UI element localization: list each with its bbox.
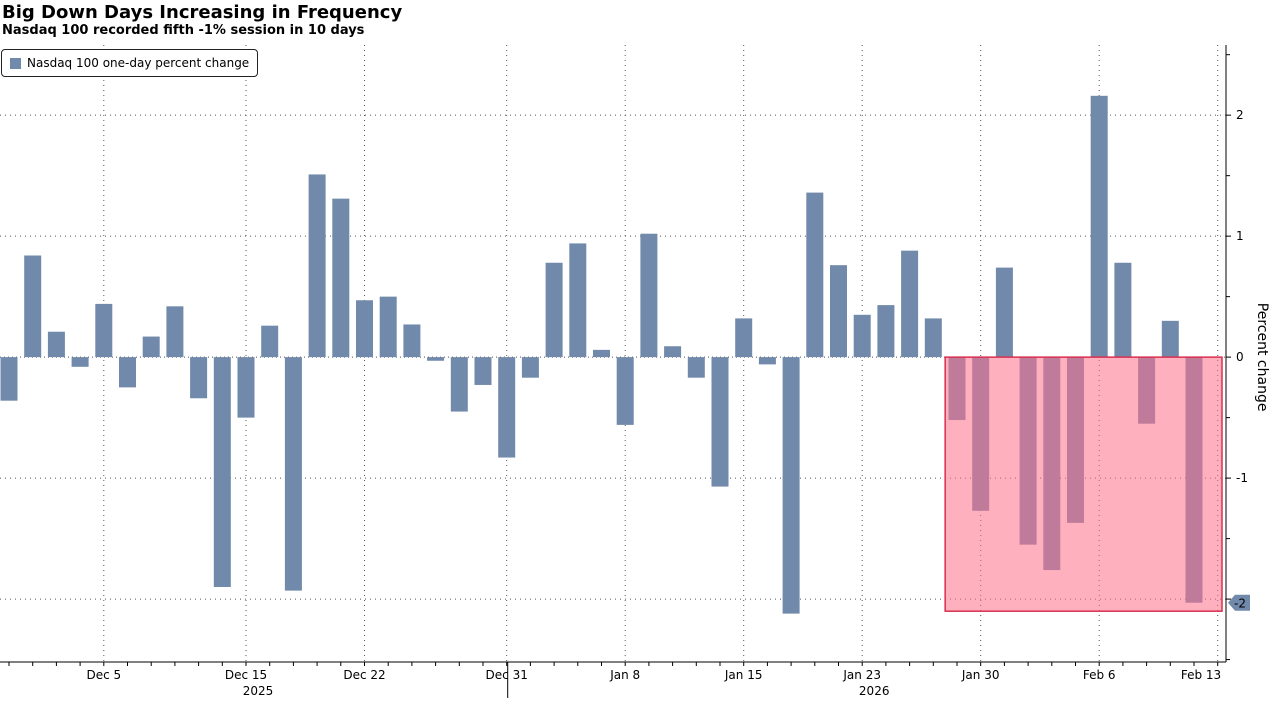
- bar-jan-2: [521, 357, 539, 378]
- bar-jan-23: [853, 314, 871, 358]
- last-value-tag: [1228, 594, 1250, 611]
- bar-dec-8: [119, 357, 136, 388]
- bar-dec-19: [332, 198, 350, 358]
- chart-subtitle: Nasdaq 100 recorded fifth -1% session in…: [2, 23, 365, 38]
- bar-dec-24: [403, 324, 421, 358]
- bar-dec-29: [450, 357, 468, 412]
- bar-dec-3: [47, 331, 65, 358]
- bar-dec-5: [95, 303, 113, 358]
- year-label: 2026: [859, 684, 890, 698]
- bar-jan-27: [901, 250, 919, 358]
- x-tick-label: Feb 13: [1181, 668, 1221, 682]
- y-tick-label: -1: [1236, 471, 1248, 485]
- bar-jan-13: [687, 357, 705, 378]
- bar-jan-5: [545, 262, 563, 358]
- bar-dec-18: [308, 174, 326, 358]
- x-tick-label: Feb 6: [1083, 668, 1116, 682]
- legend-swatch: [10, 57, 21, 69]
- bar-jan-16: [758, 357, 776, 365]
- highlight-region: [944, 356, 1223, 612]
- bar-dec-10: [166, 306, 184, 358]
- bar-jan-8: [616, 357, 634, 425]
- x-tick-label: Jan 15: [724, 668, 763, 682]
- y-tick-label: 0: [1236, 350, 1244, 364]
- bar-dec-9: [142, 336, 160, 358]
- x-tick-label: Jan 30: [961, 668, 1000, 682]
- x-tick-label: Dec 15: [225, 668, 267, 682]
- bar-jan-20: [782, 357, 800, 614]
- bar-dec-4: [71, 357, 89, 367]
- bar-jan-12: [664, 346, 682, 358]
- x-tick-label: Dec 5: [86, 668, 121, 682]
- bar-jan-6: [569, 243, 587, 358]
- y-tick-label: 1: [1236, 229, 1244, 243]
- bar-dec-1: [0, 357, 18, 401]
- y-tick-label: 2: [1236, 108, 1244, 122]
- bar-feb-9: [1114, 262, 1132, 358]
- bar-jan-14: [711, 357, 729, 487]
- bar-dec-11: [190, 357, 208, 399]
- bar-dec-16: [261, 325, 279, 358]
- bar-feb-6: [1090, 95, 1108, 358]
- bar-dec-23: [379, 296, 397, 358]
- x-tick-label: Dec 31: [486, 668, 528, 682]
- year-label: 2025: [243, 684, 274, 698]
- bar-jan-21: [806, 192, 824, 358]
- bar-dec-12: [213, 357, 231, 587]
- x-tick-label: Dec 22: [343, 668, 385, 682]
- bar-dec-2: [24, 255, 42, 358]
- bar-dec-15: [237, 357, 255, 418]
- bar-jan-26: [877, 305, 895, 358]
- bar-feb-2: [995, 267, 1013, 358]
- bar-dec-26: [427, 357, 445, 361]
- bar-dec-31: [498, 357, 516, 458]
- x-tick-label: Jan 8: [609, 668, 640, 682]
- bar-dec-30: [474, 357, 492, 385]
- chart-title: Big Down Days Increasing in Frequency: [2, 2, 403, 23]
- bar-jan-9: [640, 233, 658, 358]
- last-value-label: -2: [1234, 597, 1246, 611]
- bar-feb-11: [1161, 320, 1179, 358]
- bar-jan-28: [924, 318, 942, 358]
- bar-jan-22: [830, 265, 847, 358]
- bar-jan-7: [593, 349, 610, 358]
- legend-label: Nasdaq 100 one-day percent change: [27, 56, 250, 70]
- y-axis-title: Percent change: [1254, 303, 1270, 412]
- bar-dec-17: [284, 357, 302, 591]
- bar-jan-15: [735, 318, 753, 358]
- x-tick-label: Jan 23: [842, 668, 881, 682]
- bar-dec-22: [356, 300, 373, 358]
- legend: Nasdaq 100 one-day percent change: [1, 49, 259, 77]
